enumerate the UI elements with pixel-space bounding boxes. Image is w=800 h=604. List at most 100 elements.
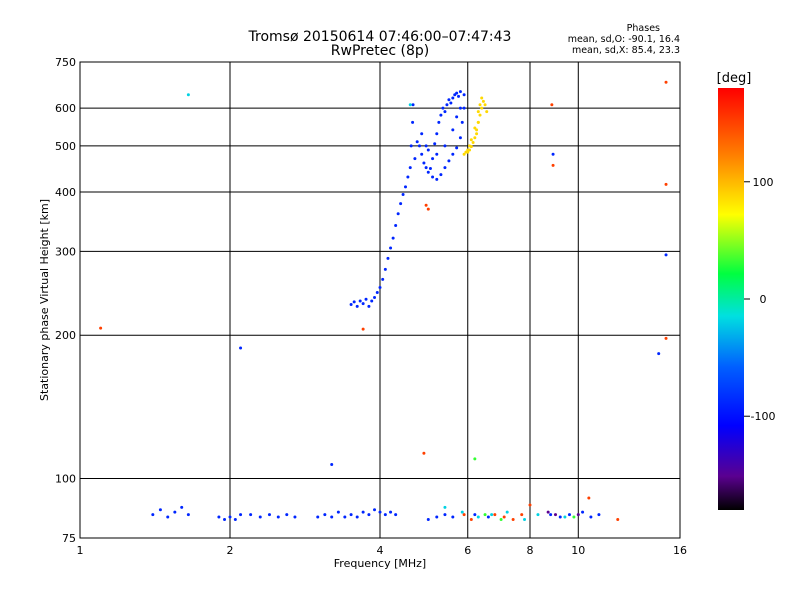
- data-point: [485, 110, 489, 114]
- data-point: [464, 150, 468, 154]
- data-point: [466, 148, 470, 152]
- data-point: [415, 140, 419, 144]
- data-point: [443, 166, 447, 170]
- x-tick-label: 6: [464, 544, 471, 557]
- data-point: [549, 513, 553, 517]
- data-point: [239, 346, 243, 350]
- colorbar-tick-label: 0: [760, 293, 767, 306]
- data-point: [401, 193, 405, 197]
- y-axis-ticks: 75 100 200 300 400 500 600 750: [55, 56, 76, 545]
- data-point: [657, 352, 661, 356]
- data-point: [375, 290, 379, 294]
- phases-heading: Phases: [627, 23, 660, 34]
- data-point: [408, 103, 412, 107]
- y-tick-label: 400: [55, 186, 76, 199]
- data-point: [451, 515, 455, 519]
- data-point: [523, 518, 527, 522]
- data-point: [343, 515, 347, 519]
- data-point: [486, 515, 490, 519]
- data-point: [435, 152, 439, 156]
- phases-o-stats: mean, sd,O: -90.1, 16.4: [568, 34, 680, 45]
- data-point: [528, 503, 532, 507]
- data-point: [373, 508, 377, 512]
- data-point: [505, 510, 509, 514]
- data-point: [367, 304, 371, 308]
- data-point: [394, 224, 398, 228]
- data-point: [258, 515, 262, 519]
- data-point: [361, 302, 365, 306]
- phases-x-stats: mean, sd,X: 85.4, 23.3: [572, 45, 680, 56]
- data-point: [462, 106, 466, 110]
- data-point: [420, 132, 424, 136]
- data-point: [426, 518, 430, 522]
- data-point: [536, 513, 540, 517]
- data-point: [99, 326, 103, 330]
- data-point: [293, 515, 297, 519]
- data-point: [480, 106, 484, 110]
- data-point: [455, 115, 459, 119]
- data-point: [158, 508, 162, 512]
- chart-title: Tromsø 20150614 07:46:00–07:47:43: [248, 29, 512, 45]
- data-point: [409, 144, 413, 148]
- data-point: [361, 510, 365, 514]
- data-point: [520, 513, 524, 517]
- data-point: [597, 513, 601, 517]
- data-point: [475, 132, 479, 136]
- data-point: [426, 170, 430, 174]
- data-point: [443, 144, 447, 148]
- data-point: [493, 513, 497, 517]
- data-point: [217, 515, 221, 519]
- data-point: [173, 510, 177, 514]
- data-point: [460, 120, 464, 124]
- data-point: [462, 93, 466, 97]
- data-point: [378, 285, 382, 289]
- data-point: [435, 132, 439, 136]
- data-point: [223, 518, 227, 522]
- data-point: [664, 336, 668, 340]
- data-point: [424, 203, 428, 207]
- data-point: [267, 513, 271, 517]
- x-tick-label: 4: [377, 544, 384, 557]
- data-point: [276, 515, 280, 519]
- data-point: [417, 144, 421, 148]
- data-point: [546, 510, 550, 514]
- data-point: [443, 505, 447, 509]
- data-point: [551, 163, 555, 167]
- data-point: [413, 157, 417, 161]
- data-point: [502, 515, 506, 519]
- x-tick-label: 1: [77, 544, 84, 557]
- data-point: [478, 103, 482, 107]
- data-point: [228, 515, 232, 519]
- data-point: [558, 515, 562, 519]
- data-point: [462, 513, 466, 517]
- data-point: [437, 120, 441, 124]
- data-point: [406, 175, 410, 179]
- data-point: [411, 120, 415, 124]
- data-point: [352, 300, 356, 304]
- data-point: [411, 103, 415, 107]
- data-point: [475, 128, 479, 132]
- data-point: [355, 515, 359, 519]
- data-point: [383, 267, 387, 271]
- x-tick-label: 16: [673, 544, 687, 557]
- data-point: [478, 113, 482, 117]
- data-point: [386, 256, 390, 260]
- y-tick-label: 600: [55, 102, 76, 115]
- data-point: [151, 513, 155, 517]
- data-point: [443, 110, 447, 114]
- data-point: [480, 96, 484, 100]
- x-axis-label: Frequency [MHz]: [334, 557, 426, 570]
- colorbar-label: [deg]: [717, 71, 752, 86]
- chart-subtitle: RwPretec (8p): [331, 43, 429, 59]
- data-point: [455, 146, 459, 150]
- data-point: [457, 94, 461, 98]
- data-point: [428, 167, 432, 171]
- data-point: [563, 515, 567, 519]
- y-tick-label: 750: [55, 56, 76, 69]
- data-point: [451, 96, 455, 100]
- data-point: [451, 128, 455, 132]
- data-point: [483, 103, 487, 107]
- data-point: [476, 110, 480, 114]
- data-point: [462, 152, 466, 156]
- data-point: [180, 505, 184, 509]
